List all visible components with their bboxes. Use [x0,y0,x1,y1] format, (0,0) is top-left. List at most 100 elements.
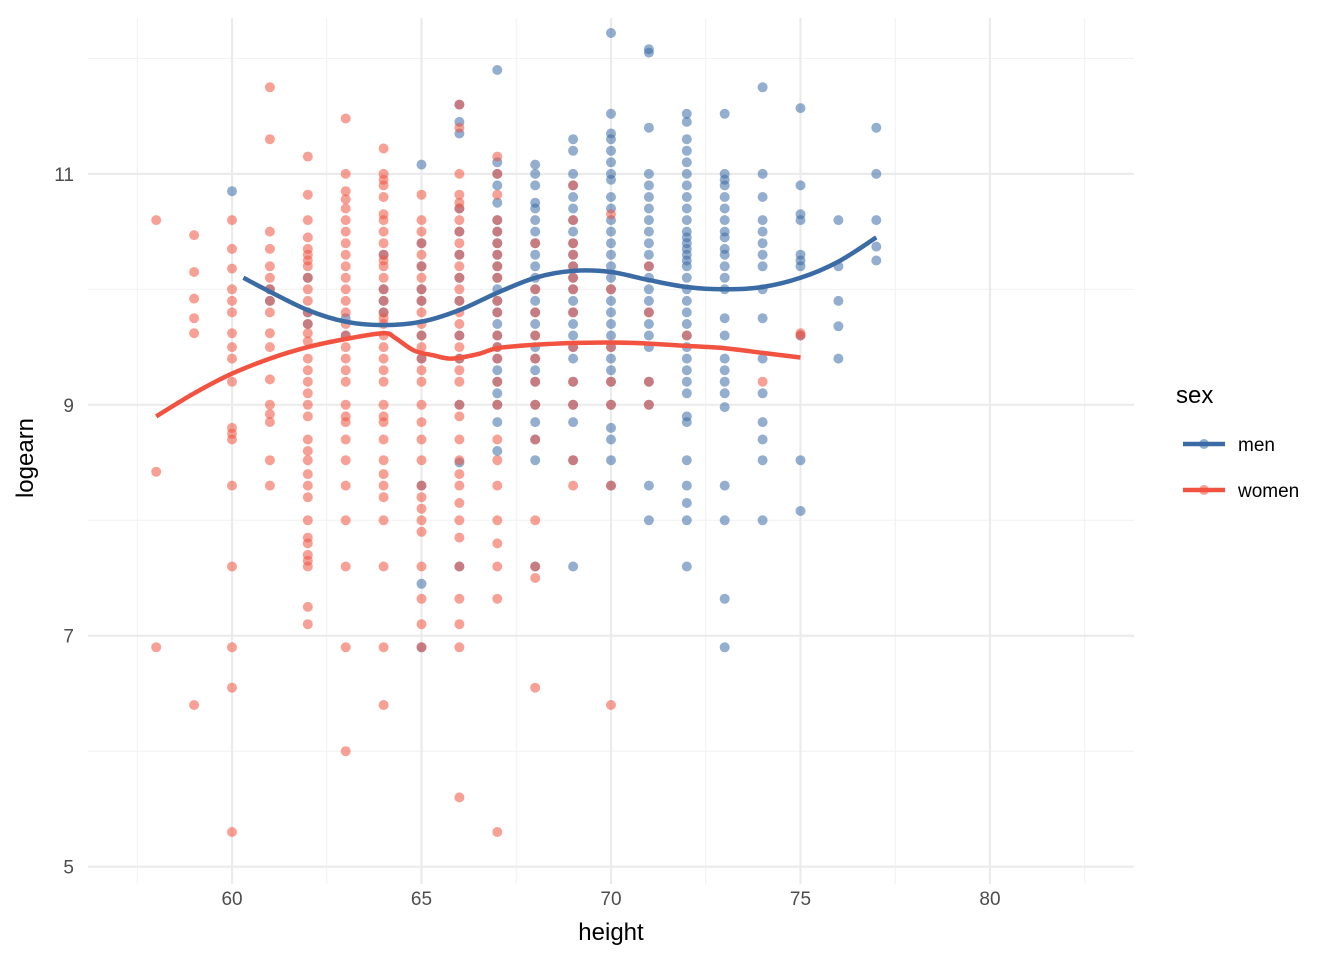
men-point [606,455,616,466]
women-point [568,307,579,318]
men-point [606,238,616,249]
x-tick-label: 60 [221,889,242,910]
women-point [264,226,275,237]
women-point [302,492,313,503]
men-point [681,388,692,399]
women-point [416,642,427,653]
women-point [530,353,541,364]
women-point [227,328,237,339]
men-point [606,330,616,341]
women-point [340,561,351,572]
women-point [606,284,616,295]
women-point [302,353,313,364]
men-point [681,376,692,387]
women-point [454,399,465,410]
men-point [757,417,768,428]
men-point [795,261,806,272]
women-point [492,399,503,410]
women-point [264,134,275,145]
women-point [416,434,427,445]
men-point [568,319,579,329]
women-point [302,399,313,410]
men-point [530,261,541,272]
women-point [378,515,389,526]
men-point [757,515,768,526]
women-point [454,226,465,237]
men-point [606,307,616,318]
women-point [378,272,389,283]
men-point [568,330,579,341]
women-point [264,399,275,410]
women-point [340,226,351,237]
women-point [568,215,579,226]
women-point [340,417,351,428]
men-smooth-line [242,235,878,328]
women-point [454,561,465,572]
women-point [606,376,616,387]
women-point [416,330,427,341]
women-point [340,434,351,445]
men-point [757,249,768,260]
women-point [302,151,313,162]
women-point [492,515,503,526]
women-point [757,376,768,387]
men-point [643,203,654,214]
women-point [492,330,503,341]
women-point [340,238,351,249]
men-point [681,319,692,329]
women-point [416,503,427,514]
men-point [606,145,616,156]
legend-title: sex [1176,382,1213,409]
women-point [302,480,313,491]
women-point [454,215,465,226]
women-point [340,194,351,205]
legend: sex men women [1176,382,1299,502]
women-point [302,284,313,295]
women-point [340,261,351,272]
women-point [416,515,427,526]
men-point [871,241,882,252]
women-point [416,226,427,237]
women-point [227,642,237,653]
women-point [340,186,351,197]
men-point [530,295,541,306]
men-point [757,192,768,202]
men-point [757,353,768,364]
women-point [416,593,427,604]
women-point [568,272,579,283]
women-point [530,284,541,295]
women-point [189,700,200,710]
women-point [340,342,351,353]
men-point [719,203,730,214]
men-point [530,365,541,376]
women-point [492,307,503,318]
women-point [416,376,427,387]
men-point [643,295,654,306]
men-point [795,506,806,516]
women-point [530,238,541,249]
women-point [264,328,275,339]
men-point [530,168,541,179]
men-point [681,272,692,283]
women-point [340,284,351,295]
women-point [454,122,465,133]
men-point [681,180,692,191]
women-point [340,307,351,318]
women-point [454,365,465,376]
women-point [416,261,427,272]
men-point [568,145,579,156]
women-point [340,353,351,364]
men-point [719,515,730,526]
women-point [492,376,503,387]
men-point [643,284,654,295]
women-point [454,593,465,604]
men-point [492,65,503,75]
women-point [454,342,465,353]
women-point [530,330,541,341]
men-point [681,134,692,145]
women-point [378,215,389,226]
women-point [568,376,579,387]
women-point [568,238,579,249]
women-point [302,411,313,422]
women-point [302,295,313,306]
